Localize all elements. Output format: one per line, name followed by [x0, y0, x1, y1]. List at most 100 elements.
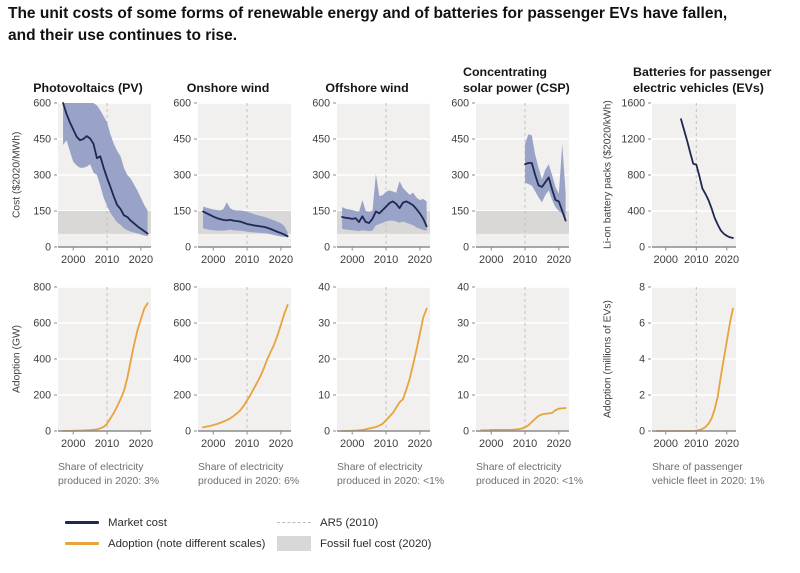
svg-text:2020: 2020 — [715, 438, 739, 450]
csp-cost-svg: 2000 2010 2020 0 150 300 450 600 — [451, 98, 571, 266]
svg-text:800: 800 — [627, 170, 645, 182]
share-caption-csp: Share of electricity produced in 2020: <… — [476, 462, 584, 488]
svg-text:2010: 2010 — [374, 438, 398, 450]
svg-text:2: 2 — [639, 390, 645, 402]
svg-text:20: 20 — [318, 354, 330, 366]
offshore-cost-chart: 2000 2010 2020 0 150 300 450 600 — [297, 97, 437, 273]
svg-text:450: 450 — [312, 134, 330, 146]
svg-text:300: 300 — [451, 170, 469, 182]
svg-text:20: 20 — [457, 354, 469, 366]
csp-cost-chart: 2000 2010 2020 0 150 300 450 600 — [436, 97, 576, 273]
share-caption-offshore: Share of electricity produced in 2020: <… — [337, 462, 445, 488]
svg-text:30: 30 — [457, 318, 469, 330]
svg-text:0: 0 — [639, 426, 645, 438]
svg-text:300: 300 — [312, 170, 330, 182]
legend-fossil: Fossil fuel cost (2020) — [277, 533, 431, 554]
svg-text:2010: 2010 — [513, 438, 537, 450]
svg-text:600: 600 — [173, 98, 191, 110]
svg-text:30: 30 — [318, 318, 330, 330]
svg-text:2000: 2000 — [201, 438, 225, 450]
svg-text:40: 40 — [318, 282, 330, 294]
svg-text:450: 450 — [173, 134, 191, 146]
legend-label: Adoption (note different scales) — [108, 537, 266, 550]
svg-text:600: 600 — [33, 318, 51, 330]
svg-text:2000: 2000 — [61, 254, 85, 266]
svg-text:2010: 2010 — [513, 254, 537, 266]
legend: Market cost Adoption (note different sca… — [65, 512, 431, 554]
svg-text:200: 200 — [33, 390, 51, 402]
chart-title-onshore: Onshore wind — [186, 80, 270, 95]
svg-text:0: 0 — [45, 242, 51, 254]
svg-text:10: 10 — [457, 390, 469, 402]
svg-text:450: 450 — [451, 134, 469, 146]
svg-text:4: 4 — [639, 354, 645, 366]
svg-text:2020: 2020 — [269, 254, 293, 266]
onshore-wind-adoption-svg: 2000 2010 2020 0 200 400 600 800 — [173, 282, 293, 450]
fossil-fuel-band-swatch — [277, 536, 311, 551]
ev-adoption-chart: 2000 2010 2020 0 2 4 6 8 — [604, 281, 743, 457]
svg-text:2020: 2020 — [269, 438, 293, 450]
svg-text:8: 8 — [639, 282, 645, 294]
legend-ar5: AR5 (2010) — [277, 512, 431, 533]
svg-text:0: 0 — [463, 426, 469, 438]
svg-text:300: 300 — [173, 170, 191, 182]
chart-title-batteries: Batteries for passenger electric vehicle… — [633, 65, 772, 95]
ev-battery-cost-chart: 2000 2010 2020 0 400 800 1200 1600 — [604, 97, 743, 273]
market-cost-line-swatch — [65, 521, 99, 524]
svg-text:1600: 1600 — [621, 98, 645, 110]
svg-text:0: 0 — [463, 242, 469, 254]
svg-text:2010: 2010 — [235, 254, 259, 266]
svg-text:300: 300 — [33, 170, 51, 182]
svg-text:2010: 2010 — [95, 438, 119, 450]
svg-text:0: 0 — [324, 242, 330, 254]
svg-text:6: 6 — [639, 318, 645, 330]
share-caption-onshore: Share of electricity produced in 2020: 6… — [198, 462, 300, 488]
pv-cost-svg: 2000 2010 2020 0 150 300 450 600 — [33, 98, 153, 266]
svg-text:2000: 2000 — [340, 254, 364, 266]
svg-text:40: 40 — [457, 282, 469, 294]
svg-text:2000: 2000 — [340, 438, 364, 450]
svg-text:2000: 2000 — [654, 438, 678, 450]
svg-text:400: 400 — [33, 354, 51, 366]
svg-text:0: 0 — [185, 242, 191, 254]
svg-text:200: 200 — [173, 390, 191, 402]
chart-title-pv: Photovoltaics (PV) — [33, 80, 143, 95]
chart-title-offshore: Offshore wind — [325, 80, 409, 95]
svg-text:800: 800 — [173, 282, 191, 294]
legend-adoption: Adoption (note different scales) — [65, 533, 277, 554]
svg-text:2020: 2020 — [408, 438, 432, 450]
svg-text:0: 0 — [45, 426, 51, 438]
svg-text:2000: 2000 — [201, 254, 225, 266]
svg-text:2000: 2000 — [61, 438, 85, 450]
offshore-wind-cost-svg: 2000 2010 2020 0 150 300 450 600 — [312, 98, 432, 266]
figure-title: The unit costs of some forms of renewabl… — [8, 5, 728, 44]
share-caption-ev: Share of passenger vehicle fleet in 2020… — [652, 462, 765, 488]
pv-adoption-svg: 2000 2010 2020 0 200 400 600 800 — [33, 282, 153, 450]
svg-text:2020: 2020 — [547, 254, 571, 266]
svg-text:2010: 2010 — [684, 438, 708, 450]
legend-market-cost: Market cost — [65, 512, 277, 533]
csp-adoption-svg: 2000 2010 2020 0 10 20 30 40 — [457, 282, 571, 450]
svg-text:400: 400 — [627, 206, 645, 218]
adoption-line-swatch — [65, 542, 99, 545]
svg-text:150: 150 — [33, 206, 51, 218]
svg-text:600: 600 — [173, 318, 191, 330]
svg-text:2020: 2020 — [715, 254, 739, 266]
offshore-adoption-chart: 2000 2010 2020 0 10 20 30 40 — [297, 281, 437, 457]
share-caption-pv: Share of electricity produced in 2020: 3… — [58, 462, 160, 488]
csp-adoption-chart: 2000 2010 2020 0 10 20 30 40 — [436, 281, 576, 457]
svg-text:2000: 2000 — [479, 254, 503, 266]
svg-text:450: 450 — [33, 134, 51, 146]
svg-text:600: 600 — [33, 98, 51, 110]
svg-text:2020: 2020 — [408, 254, 432, 266]
svg-text:150: 150 — [173, 206, 191, 218]
svg-text:400: 400 — [173, 354, 191, 366]
svg-text:0: 0 — [639, 242, 645, 254]
svg-text:2000: 2000 — [479, 438, 503, 450]
legend-label: AR5 (2010) — [320, 516, 379, 529]
pv-cost-chart: 2000 2010 2020 0 150 300 450 600 — [18, 97, 158, 273]
svg-text:600: 600 — [451, 98, 469, 110]
svg-text:2000: 2000 — [654, 254, 678, 266]
svg-text:2020: 2020 — [129, 254, 153, 266]
